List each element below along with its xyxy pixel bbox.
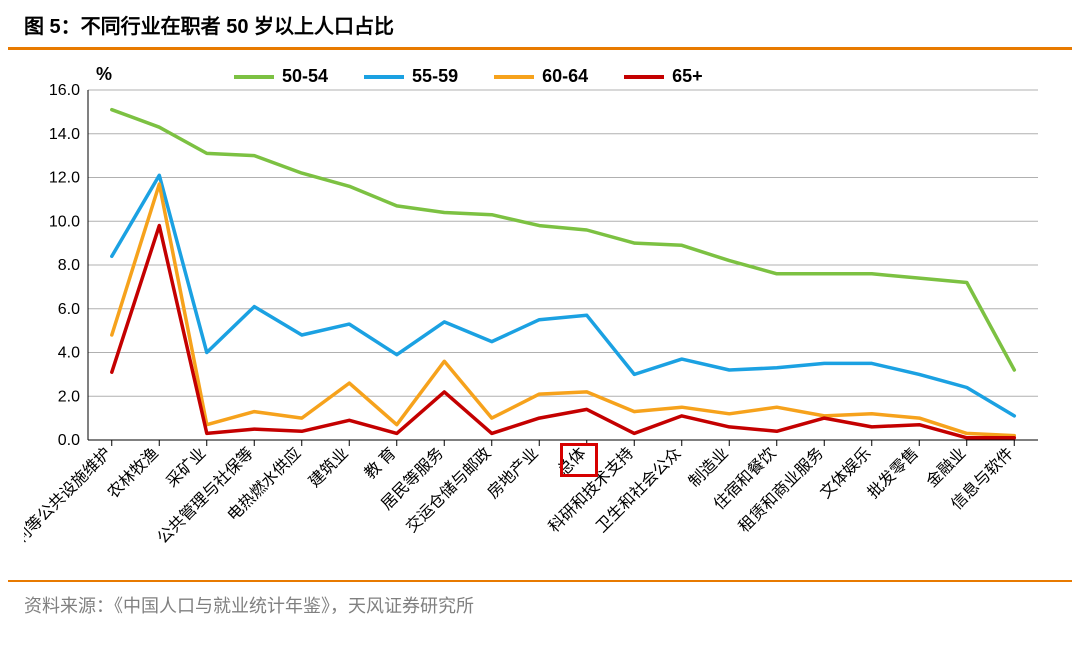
svg-text:4.0: 4.0	[58, 345, 80, 362]
x-tick-label: 卫生和社会公众	[593, 444, 685, 536]
svg-text:6.0: 6.0	[58, 301, 80, 318]
legend-swatch	[234, 75, 274, 79]
x-tick-label: 制造业	[685, 444, 732, 491]
x-tick-label: 房地产业	[484, 444, 542, 502]
legend-label: 60-64	[542, 66, 588, 87]
legend-item: 65+	[624, 66, 703, 87]
x-tick-label: 金融业	[923, 444, 970, 491]
legend-swatch	[624, 75, 664, 79]
x-tick-label: 水利等公共设施维护	[24, 444, 115, 559]
svg-text:8.0: 8.0	[58, 257, 80, 274]
x-tick-label: 农林牧渔	[104, 444, 162, 502]
legend-label: 55-59	[412, 66, 458, 87]
legend-label: 65+	[672, 66, 703, 87]
chart-area: % 50-54 55-59 60-64 65+ 0.0 2.0 4.0 6.0 8.0 10.0…	[24, 60, 1056, 580]
title-underline	[8, 47, 1072, 50]
y-axis-unit: %	[96, 64, 112, 85]
x-tick-label: 采矿业	[163, 444, 210, 491]
legend-item: 55-59	[364, 66, 458, 87]
svg-text:16.0: 16.0	[49, 82, 80, 99]
source-text: 资料来源：《中国人口与就业统计年鉴》，天风证券研究所	[0, 582, 1080, 628]
x-tick-label: 批发零售	[864, 444, 922, 502]
svg-text:2.0: 2.0	[58, 388, 80, 405]
legend-swatch	[494, 75, 534, 79]
x-tick-label: 教 育	[361, 444, 400, 483]
highlight-box	[560, 443, 598, 477]
legend-swatch	[364, 75, 404, 79]
x-tick-label: 租赁和商业服务	[735, 444, 827, 536]
svg-text:14.0: 14.0	[49, 126, 80, 143]
x-tick-label: 文体娱乐	[817, 444, 875, 502]
legend-item: 60-64	[494, 66, 588, 87]
svg-text:0.0: 0.0	[58, 432, 80, 449]
svg-text:12.0: 12.0	[49, 170, 80, 187]
x-tick-label: 交运仓储与邮政	[403, 444, 495, 536]
figure-title: 图 5：不同行业在职者 50 岁以上人口占比	[0, 0, 1080, 47]
legend-label: 50-54	[282, 66, 328, 87]
x-tick-label: 建筑业	[305, 444, 352, 491]
svg-text:10.0: 10.0	[49, 213, 80, 230]
legend-item: 50-54	[234, 66, 328, 87]
legend: 50-54 55-59 60-64 65+	[234, 66, 703, 87]
line-chart: 0.0 2.0 4.0 6.0 8.0 10.0 12.0 14.0 16.0 水利等公共设施维护…	[24, 60, 1056, 580]
